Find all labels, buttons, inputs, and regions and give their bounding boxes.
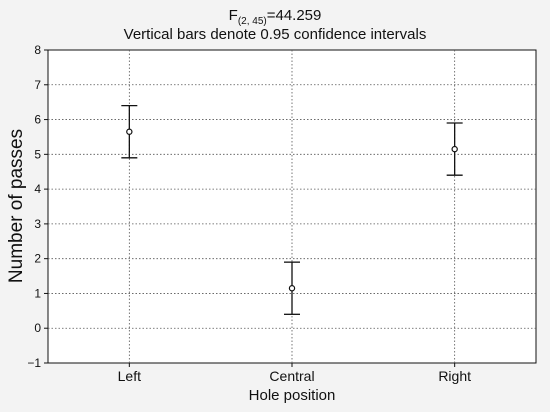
x-tick-label: Right: [438, 368, 471, 384]
y-tick-label: −1: [27, 356, 41, 370]
error-bar-right: [446, 122, 463, 176]
y-tick-label: 7: [34, 78, 41, 92]
y-tick-label: 0: [34, 321, 41, 335]
y-axis: −1 0 1 2 3 4 5 6 7 8: [27, 43, 48, 370]
x-tick-label: Left: [118, 368, 141, 384]
y-tick-label: 4: [34, 182, 41, 196]
x-axis-label: Hole position: [249, 387, 336, 404]
stat-value: =44.259: [267, 7, 322, 24]
y-tick-label: 5: [34, 147, 41, 161]
chart-subtitle: Vertical bars denote 0.95 confidence int…: [124, 26, 427, 43]
stat-letter: F: [229, 7, 238, 24]
y-tick-label: 3: [34, 217, 41, 231]
error-bar-left: [121, 104, 138, 159]
x-tick-label: Central: [269, 368, 314, 384]
y-axis-label: Number of passes: [6, 129, 27, 283]
y-tick-label: 2: [34, 252, 41, 266]
y-tick-label: 1: [34, 286, 41, 300]
mean-point: [288, 285, 296, 292]
mean-point: [126, 128, 133, 135]
chart-title: F(2, 45)=44.259: [229, 7, 322, 27]
mean-point: [451, 145, 458, 153]
y-tick-label: 6: [34, 113, 41, 127]
stat-degrees: (2, 45): [238, 16, 267, 27]
y-tick-label: 8: [34, 43, 41, 57]
error-bar-central: [284, 261, 300, 315]
data-marks: [121, 104, 463, 315]
x-axis: Left Central Right: [118, 363, 471, 384]
